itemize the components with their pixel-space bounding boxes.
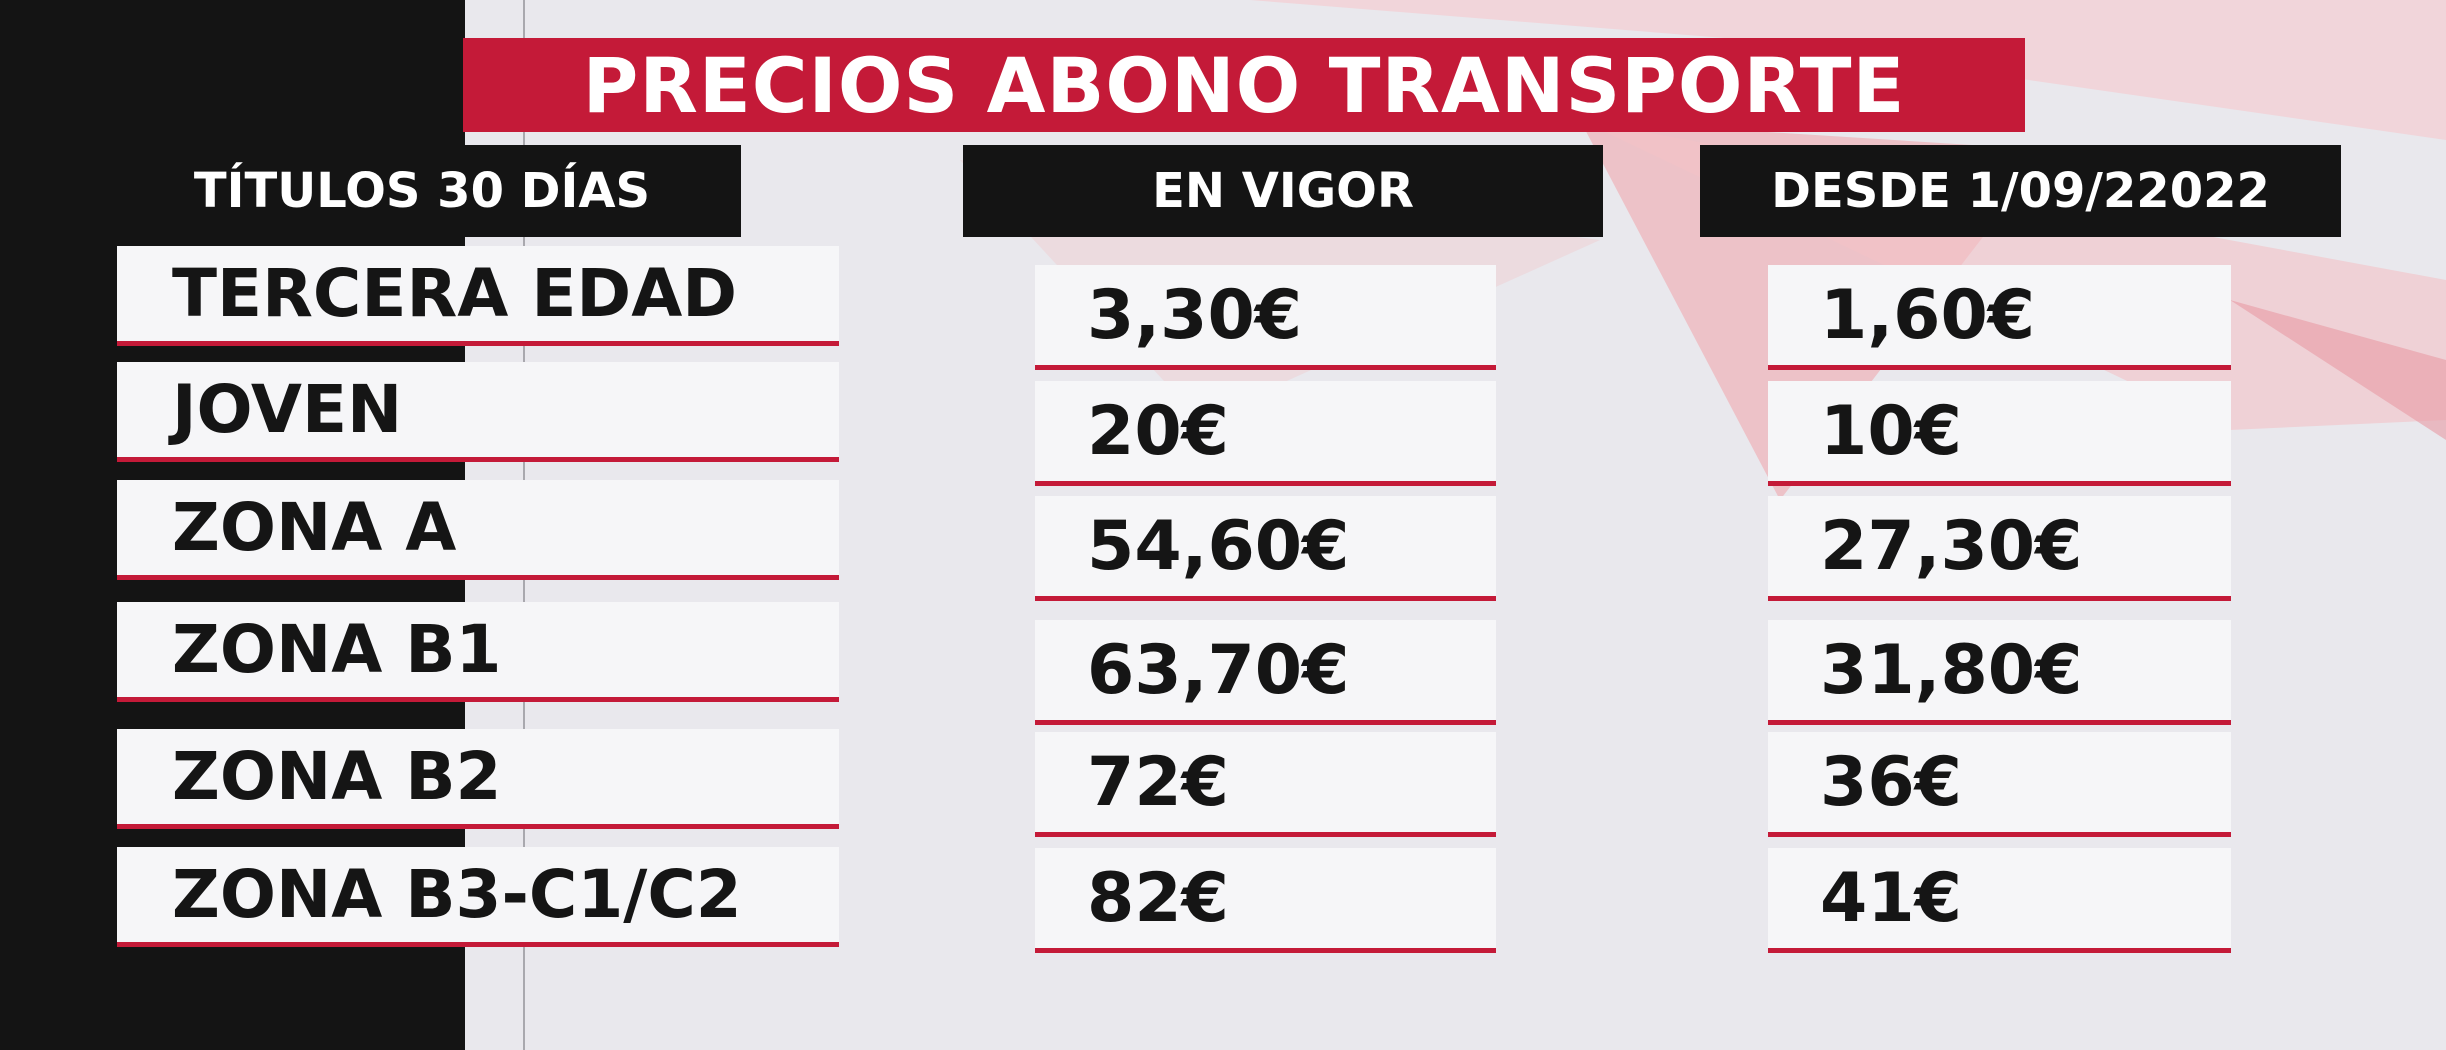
price-en-vigor-zona-b1: 63,70€: [1035, 620, 1496, 725]
row-label-zona-b1: ZONA B1: [117, 602, 839, 702]
page-title: PRECIOS ABONO TRANSPORTE: [463, 38, 2025, 132]
column-header-titulos: TÍTULOS 30 DÍAS: [103, 145, 741, 237]
price-desde-zona-b1: 31,80€: [1768, 620, 2231, 725]
price-en-vigor-zona-a: 54,60€: [1035, 496, 1496, 601]
price-en-vigor-zona-b2: 72€: [1035, 732, 1496, 837]
price-en-vigor-zona-b3-c1-c2: 82€: [1035, 848, 1496, 953]
row-label-zona-b3-c1-c2: ZONA B3-C1/C2: [117, 847, 839, 947]
price-en-vigor-joven: 20€: [1035, 381, 1496, 486]
price-en-vigor-tercera-edad: 3,30€: [1035, 265, 1496, 370]
row-label-zona-b2: ZONA B2: [117, 729, 839, 829]
column-header-en-vigor: EN VIGOR: [963, 145, 1603, 237]
price-desde-tercera-edad: 1,60€: [1768, 265, 2231, 370]
price-desde-joven: 10€: [1768, 381, 2231, 486]
column-header-desde: DESDE 1/09/22022: [1700, 145, 2341, 237]
row-label-zona-a: ZONA A: [117, 480, 839, 580]
row-label-joven: JOVEN: [117, 362, 839, 462]
price-desde-zona-b3-c1-c2: 41€: [1768, 848, 2231, 953]
row-label-tercera-edad: TERCERA EDAD: [117, 246, 839, 346]
price-desde-zona-b2: 36€: [1768, 732, 2231, 837]
price-desde-zona-a: 27,30€: [1768, 496, 2231, 601]
